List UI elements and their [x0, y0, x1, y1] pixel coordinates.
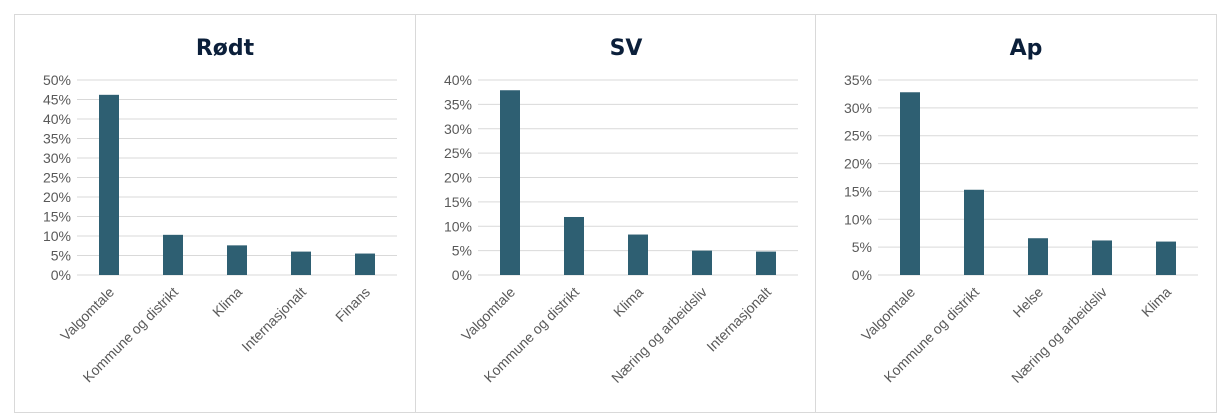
chart-title: Rødt	[196, 36, 255, 61]
y-tick-label: 20%	[844, 156, 872, 172]
y-tick-label: 30%	[43, 150, 71, 166]
bar	[500, 90, 520, 275]
bar	[1028, 238, 1048, 275]
y-tick-label: 5%	[452, 243, 472, 259]
y-tick-label: 30%	[444, 121, 472, 137]
y-tick-label: 40%	[43, 111, 71, 127]
x-tick-label: Helse	[1009, 284, 1046, 321]
bar	[355, 253, 375, 275]
chart-title: Ap	[1010, 36, 1043, 61]
y-tick-label: 25%	[844, 128, 872, 144]
chart-panel-rodt: Rødt 0% 5% 10% 15% 20% 25% 30% 35% 40% 45% 50% Valgo…	[14, 14, 416, 413]
y-tick-label: 25%	[43, 170, 71, 186]
y-tick-label: 25%	[444, 145, 472, 161]
y-tick-label: 0%	[51, 267, 71, 283]
y-tick-label: 15%	[444, 194, 472, 210]
y-tick-label: 40%	[444, 72, 472, 88]
y-tick-label: 10%	[844, 211, 872, 227]
chart-panel-ap: Ap 0% 5% 10% 15% 20% 25% 30% 35% Valgomtale Kommun…	[815, 14, 1217, 413]
bar	[1156, 241, 1176, 275]
bar	[900, 92, 920, 275]
y-tick-label: 10%	[43, 228, 71, 244]
chart-panel-sv: SV 0% 5% 10% 15% 20% 25% 30% 35% 40% Valgomtale Kom…	[415, 14, 816, 413]
bar	[291, 251, 311, 275]
y-tick-label: 35%	[43, 131, 71, 147]
bar-chart-sv: SV0%5%10%15%20%25%30%35%40%ValgomtaleKom…	[444, 36, 798, 386]
bar	[227, 245, 247, 275]
bar-chart-rodt: Rødt 0% 5% 10% 15% 20% 25% 30% 35% 40% 45% 50% Valgo…	[43, 36, 397, 385]
y-tick-label: 0%	[852, 267, 872, 283]
bar	[564, 216, 584, 275]
x-tick-label: Klima	[209, 284, 245, 320]
x-tick-label: Valgomtale	[458, 284, 518, 344]
x-tick-label: Internasjonalt	[703, 284, 774, 355]
y-tick-label: 50%	[43, 72, 71, 88]
bar	[756, 251, 776, 275]
x-tick-label: Klima	[610, 284, 646, 320]
bar	[692, 250, 712, 275]
bar	[964, 189, 984, 275]
y-tick-label: 5%	[852, 239, 872, 255]
bar	[163, 234, 183, 275]
bar	[1092, 240, 1112, 275]
y-tick-label: 0%	[452, 267, 472, 283]
x-tick-label: Valgomtale	[57, 284, 117, 344]
x-tick-label: Valgomtale	[858, 284, 918, 344]
bar	[99, 94, 119, 275]
x-tick-label: Klima	[1138, 284, 1174, 320]
y-tick-label: 5%	[51, 248, 71, 264]
y-tick-label: 10%	[444, 218, 472, 234]
y-tick-label: 35%	[444, 96, 472, 112]
bar	[628, 234, 648, 275]
y-tick-label: 15%	[43, 209, 71, 225]
y-tick-label: 20%	[43, 189, 71, 205]
bar-chart-ap: Ap0%5%10%15%20%25%30%35%ValgomtaleKommun…	[844, 36, 1198, 386]
y-tick-label: 30%	[844, 100, 872, 116]
x-tick-label: Finans	[332, 284, 373, 325]
y-tick-label: 35%	[844, 72, 872, 88]
chart-title: SV	[610, 36, 643, 61]
y-tick-label: 45%	[43, 92, 71, 108]
y-tick-label: 15%	[844, 183, 872, 199]
x-tick-label: Internasjonalt	[238, 284, 309, 355]
chart-panels: Rødt 0% 5% 10% 15% 20% 25% 30% 35% 40% 45% 50% Valgo…	[14, 14, 1217, 414]
y-tick-label: 20%	[444, 170, 472, 186]
